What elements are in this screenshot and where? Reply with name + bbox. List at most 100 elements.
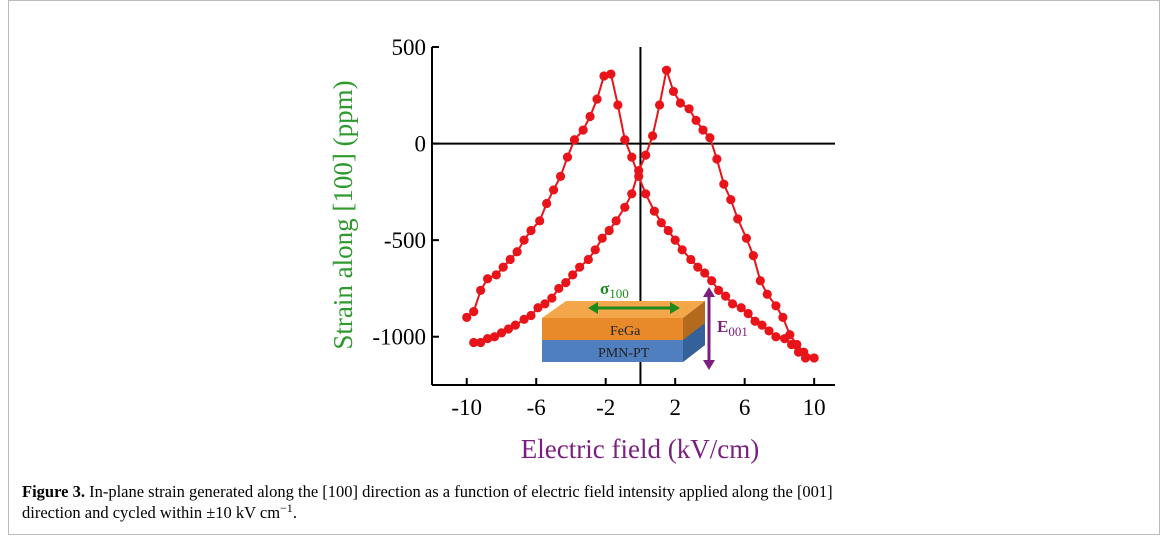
layer-label: FeGa [610,324,641,339]
data-point [482,274,493,284]
x-axis-label: Electric field (kV/cm) [521,434,759,464]
data-point [562,152,573,162]
data-point [519,314,529,324]
data-point [719,179,729,189]
y-tick-label: 500 [392,35,427,60]
data-point [649,206,659,216]
x-tick-label: -6 [527,395,546,420]
y-tick-label: -1000 [372,325,426,350]
data-point [561,278,571,288]
x-tick-label: 10 [803,395,826,420]
data-point [771,332,781,342]
data-point [505,254,515,265]
data-point [526,225,536,236]
data-point [489,332,500,342]
data-point [540,299,550,309]
data-point [469,337,479,348]
data-point [698,125,708,135]
data-point [555,171,566,182]
x-tick-label: 2 [669,395,681,420]
caption: Figure 3. In-plane strain generated alon… [22,482,833,501]
data-point [755,276,765,286]
data-point [578,125,588,135]
data-point [510,320,520,330]
x-tick-label: 6 [739,395,751,420]
y-tick-label: -500 [384,228,426,253]
data-point [764,326,774,336]
data-point [733,214,743,224]
x-tick-label: -10 [451,395,482,420]
data-point [757,320,767,330]
data-point [714,285,724,295]
data-point [476,337,486,348]
data-point [498,262,508,272]
data-point [691,115,701,125]
data-point [620,135,630,145]
data-point [491,270,501,280]
arrow-head [670,302,680,314]
pmnpt-side [683,323,705,362]
data-point [641,150,651,160]
data-point [590,245,600,255]
data-point [726,194,736,205]
data-point [654,100,665,110]
data-point [613,100,623,110]
data-point [611,216,621,226]
symbol: E [717,317,728,336]
field-label: E001 [717,317,748,339]
caption-sup: −1 [280,501,293,515]
data-point [620,202,630,212]
data-point [693,262,703,272]
data-point [700,268,710,278]
data-point [778,312,788,322]
arrow-head [588,302,598,314]
data-point [668,86,679,97]
data-point [656,218,666,228]
inset: FeGa PMN-PT σ100 E001 [542,279,748,370]
data-point [743,308,753,319]
data-point [526,310,536,321]
data-point [736,303,746,313]
y-tick-label: 0 [415,132,427,157]
caption-line: direction and cycled within ±10 kV cm−1. [22,501,297,522]
x-tick-label: -2 [596,395,615,420]
data-point [741,233,752,243]
data-point [547,293,557,303]
data-point [792,339,802,350]
data-point [535,216,545,226]
caption-text-cont: direction and cycled within ±10 kV cm [22,503,280,522]
layer-label: PMN-PT [598,346,650,361]
data-point [727,299,738,309]
data-point [675,98,686,108]
data-point [542,198,552,209]
data-point [606,69,616,79]
data-point [599,71,609,81]
y-axis-label: Strain along [100] (ppm) [328,80,358,349]
data-point [707,276,717,286]
data-point [554,283,564,294]
data-point [496,328,507,338]
data-point [568,270,578,280]
caption-end: . [293,503,297,522]
data-point [476,285,486,295]
caption-label: Figure 3. [22,482,85,501]
data-point [750,316,760,326]
data-point [569,135,580,145]
data-point [512,247,522,257]
data-point [627,152,637,162]
data-point [684,104,694,114]
data-point [597,233,607,243]
data-point [762,289,772,299]
data-point [799,347,809,357]
caption-text: In-plane strain generated along the [100… [85,482,833,501]
data-point [592,94,602,104]
data-point [533,303,543,313]
data-point [604,225,614,236]
subscript: 100 [609,286,629,301]
data-point [686,254,696,265]
pmnpt-layer [542,340,683,362]
data-point [712,154,722,164]
data-point [785,330,795,340]
